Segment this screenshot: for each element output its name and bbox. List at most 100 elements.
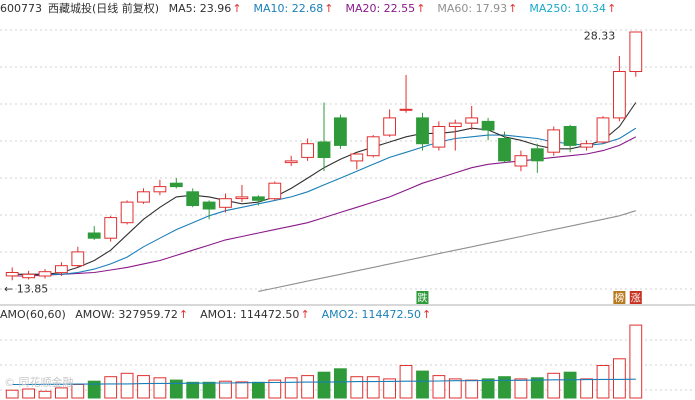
candle (252, 195, 265, 206)
amo-bar (219, 380, 232, 399)
candle-body (334, 117, 347, 146)
candle (268, 181, 282, 201)
candle-body (153, 186, 167, 193)
candle-body (629, 31, 643, 72)
candle-body (104, 217, 118, 239)
signal-marker-text: 跌 (417, 292, 427, 305)
candle-body (55, 265, 68, 274)
amo-bar (301, 375, 315, 399)
candle (530, 143, 544, 173)
candle-body (22, 273, 36, 279)
ma10-line (12, 127, 637, 275)
candle (334, 114, 347, 149)
signal-marker[interactable]: 跌 (416, 291, 429, 305)
candle-body (416, 117, 429, 145)
stock-name: 西藏城投 (48, 2, 92, 15)
amo-bar (334, 368, 347, 399)
ma10-path (12, 127, 637, 275)
candle-body (514, 155, 528, 167)
candle (317, 102, 331, 172)
amo-bars (5, 324, 643, 399)
volume-indicator-header: AMO(60,60) AMOW: 327959.72↑ AMO1: 114472.… (0, 306, 695, 324)
amo-bar (350, 376, 364, 399)
up-arrow-icon: ↑ (416, 2, 426, 15)
amo-bar (104, 376, 118, 399)
amo-bar (202, 381, 216, 399)
amo-bar (448, 378, 462, 399)
candle (120, 200, 134, 225)
candle-body (613, 71, 626, 119)
candle-body (301, 143, 315, 158)
up-arrow-icon: ↑ (300, 308, 310, 321)
candle (5, 267, 19, 281)
ma-indicator-2: MA20: 22.55↑ (345, 2, 426, 15)
candle-body (169, 182, 183, 188)
candle (71, 246, 85, 268)
signal-markers[interactable]: 跌 榜涨 (416, 291, 642, 305)
signal-marker-text: 涨 (631, 293, 641, 305)
candle (481, 117, 495, 141)
candle-body (317, 141, 331, 158)
signal-marker[interactable]: 榜 (613, 291, 626, 305)
candle (432, 121, 446, 151)
amo-bar (383, 378, 397, 399)
candle-body (547, 129, 561, 153)
candle (87, 226, 101, 240)
candle-body (268, 182, 282, 200)
amo-bar (22, 388, 36, 399)
candle-body (137, 191, 150, 203)
up-arrow-icon: ↑ (232, 2, 242, 15)
amo-bar (5, 389, 19, 399)
candle (547, 126, 561, 156)
chart-mode: (日线 前复权) (92, 2, 160, 15)
amo-title: AMO(60,60) (0, 308, 66, 321)
ma-indicator-4: MA250: 10.34↑ (529, 2, 617, 15)
candle (219, 193, 232, 213)
amo2-line (12, 378, 636, 386)
up-arrow-icon: ↑ (422, 308, 432, 321)
signal-marker-bg (416, 291, 429, 304)
amo-bar (169, 379, 183, 399)
candle-body (465, 117, 479, 124)
amo-bar (186, 381, 200, 399)
candle-body (186, 191, 200, 207)
candle (629, 31, 643, 77)
ma60-line (258, 210, 636, 292)
candle-body (252, 196, 265, 201)
high-price-label: 28.33 (584, 30, 616, 43)
amo-bar (563, 371, 577, 399)
candle (22, 270, 36, 280)
amo-bar (38, 390, 52, 399)
candle (448, 119, 462, 151)
amo-bar (153, 377, 167, 399)
candle-body (71, 251, 85, 267)
amo-bar (514, 378, 528, 399)
candle (563, 124, 577, 153)
up-arrow-icon: ↑ (324, 2, 334, 15)
amo-indicator-2: AMO2: 114472.50↑ (321, 308, 432, 321)
up-arrow-icon: ↑ (508, 2, 518, 15)
candle (514, 150, 528, 172)
candle-body (580, 143, 594, 148)
ma-indicator-3: MA60: 17.93↑ (437, 2, 518, 15)
candle-body (235, 196, 249, 200)
up-arrow-icon: ↑ (607, 2, 617, 15)
candle (366, 135, 380, 158)
candle (580, 140, 594, 151)
signal-marker[interactable]: 涨 (629, 291, 642, 305)
candle-body (350, 153, 364, 162)
candle (416, 112, 429, 151)
ma60-path (258, 210, 636, 292)
amo-bar (252, 381, 265, 399)
candle (186, 188, 200, 208)
candle (613, 56, 626, 122)
amo-bar (120, 372, 134, 399)
candlestick-series (5, 31, 643, 281)
candle (383, 109, 397, 137)
candle-body (284, 160, 298, 164)
amo-bar (366, 376, 380, 399)
amo-bar (498, 376, 511, 399)
amo-bar (432, 375, 446, 399)
candle-body (219, 198, 232, 208)
